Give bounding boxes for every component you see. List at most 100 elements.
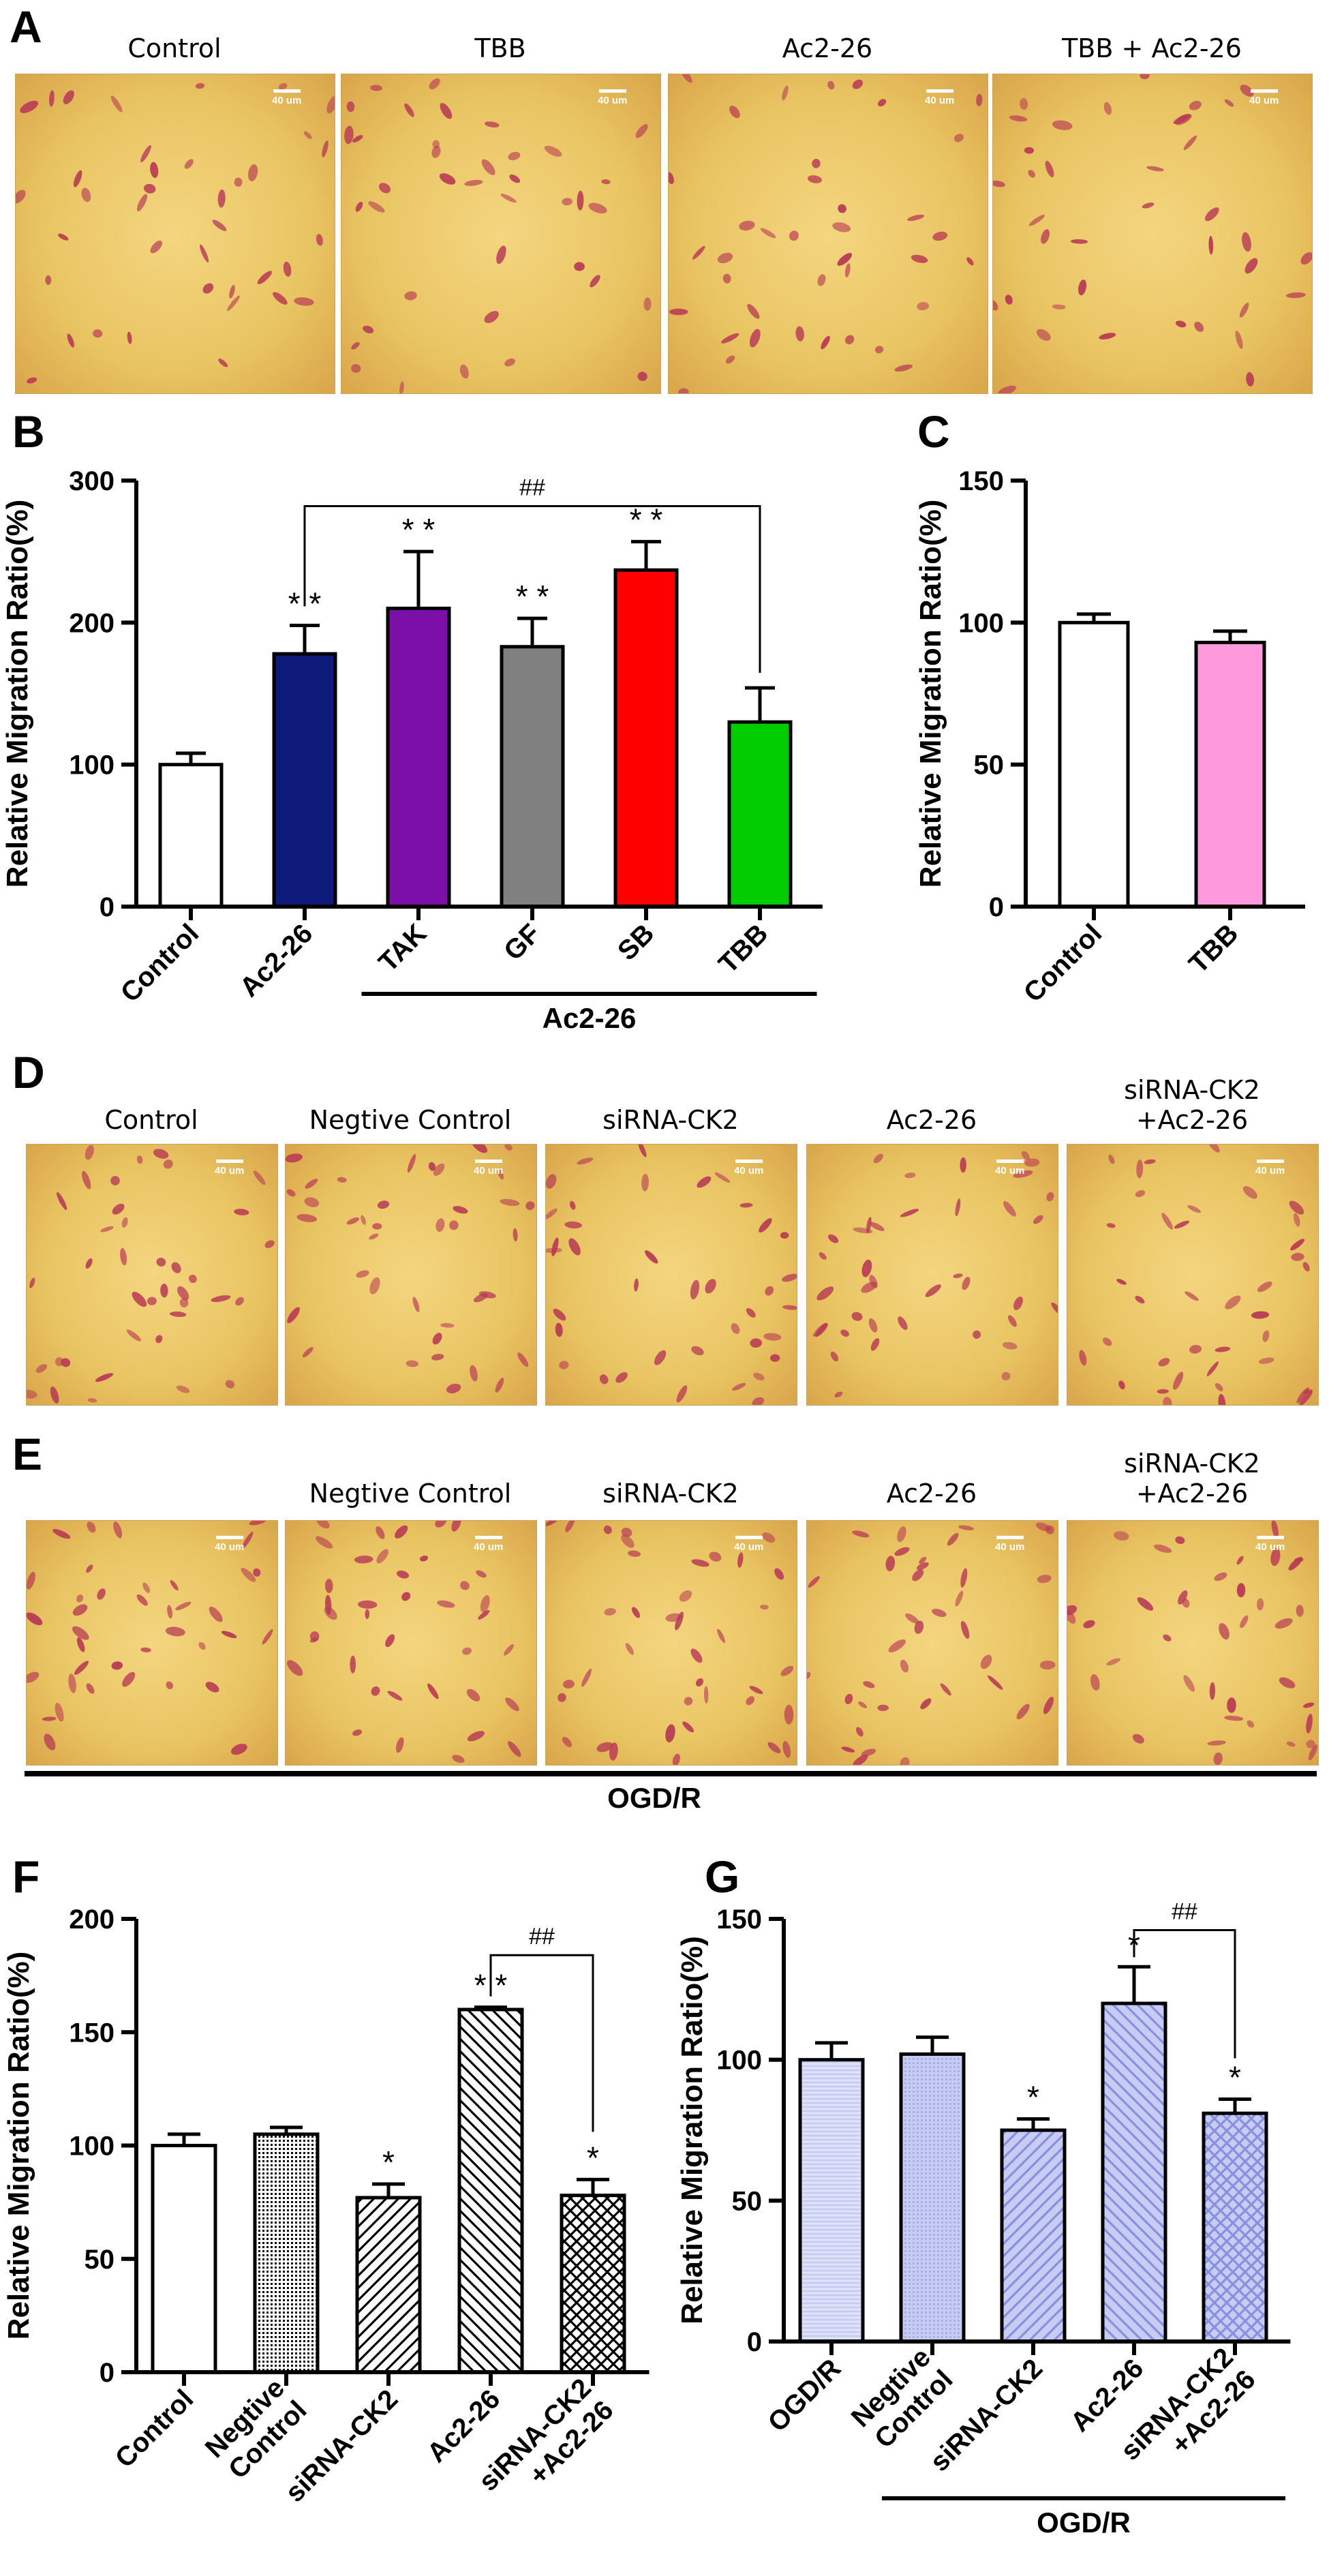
x-tick-label: GF — [498, 918, 546, 966]
significance-bracket — [1133, 1929, 1236, 2059]
scale-bar — [273, 89, 301, 93]
x-tick-label: Control — [115, 918, 205, 1008]
y-tick-label: 0 — [100, 2358, 114, 2388]
bar — [253, 2132, 320, 2374]
svg-text:Ac2-26: Ac2-26 — [234, 918, 318, 1003]
panel-d-micrograph: 40 um — [26, 1144, 278, 1406]
scale-bar — [475, 1160, 502, 1163]
panel-e-micrograph: 40 um — [1067, 1520, 1319, 1766]
panel-a-micrograph: 40 um — [341, 74, 661, 394]
significance-bracket — [303, 505, 761, 673]
scale-bar-label: 40 um — [215, 1541, 245, 1553]
bar — [899, 2052, 966, 2344]
y-tick-label: 200 — [69, 1905, 114, 1935]
y-tick-label: 150 — [69, 2018, 114, 2048]
y-tick-label: 100 — [958, 608, 1004, 638]
panel-label-a: A — [10, 1, 42, 52]
bar — [500, 645, 565, 909]
panel-label-g: G — [705, 1851, 740, 1902]
chart-b: 0 100 200 300 Relative Migration Ratio(%) Con… — [1, 466, 823, 1034]
y-tick-label: 150 — [958, 466, 1004, 496]
bar — [1000, 2128, 1067, 2344]
bar — [613, 568, 679, 909]
bar — [560, 2194, 626, 2374]
bar — [1194, 641, 1266, 909]
panel-a-image-title: Control — [127, 33, 222, 63]
y-tick-label: 0 — [747, 2327, 762, 2357]
scale-bar-label: 40 um — [1249, 95, 1279, 106]
panel-d-micrograph: 40 um — [1067, 1144, 1319, 1406]
scale-bar-label: 40 um — [925, 95, 955, 106]
bar — [386, 607, 451, 909]
scale-bar-label: 40 um — [995, 1541, 1025, 1553]
svg-text:TBB: TBB — [1183, 918, 1244, 979]
y-axis-label: Relative Migration Ratio(%) — [2, 1952, 35, 2340]
scale-bar-label: 40 um — [215, 1165, 245, 1177]
panel-a-micrograph: 40 um — [992, 74, 1313, 394]
scale-bar — [216, 1536, 243, 1539]
bar — [1058, 620, 1130, 909]
panel-d-micrograph: 40 um — [285, 1144, 537, 1406]
panel-e-image-title: Ac2-26 — [886, 1479, 977, 1509]
scale-bar — [216, 1160, 243, 1163]
scale-bar — [1257, 1536, 1284, 1539]
panel-d-image-title: siRNA-CK2 — [602, 1105, 739, 1135]
panel-label-d: D — [12, 1047, 45, 1097]
bracket-label: ## — [519, 475, 545, 501]
panel-e-image-title: Negtive Control — [309, 1479, 512, 1509]
x-tick-label: Control — [110, 2384, 200, 2474]
panel-a-image-title: TBB — [474, 33, 526, 63]
scale-bar-label: 40 um — [272, 95, 302, 106]
scale-bar — [996, 1160, 1024, 1163]
svg-text:SB: SB — [612, 918, 660, 966]
panel-e-micrograph: 40 um — [26, 1520, 278, 1766]
svg-text:Control: Control — [110, 2384, 200, 2474]
significance-label: * * — [516, 579, 549, 614]
scale-bar — [599, 89, 626, 93]
x-tick-label: TAK — [373, 918, 432, 978]
panel-label-c: C — [917, 406, 950, 457]
scale-bar — [926, 89, 953, 93]
svg-text:Control: Control — [1018, 918, 1108, 1008]
x-tick-label: Control — [1018, 918, 1108, 1008]
bar — [727, 720, 793, 909]
significance-label: * — [1027, 2079, 1039, 2115]
panel-a-image-title: TBB + Ac2-26 — [1062, 33, 1242, 63]
y-tick-label: 0 — [989, 892, 1004, 922]
y-tick-label: 0 — [100, 892, 114, 922]
scale-bar — [735, 1536, 763, 1539]
x-tick-label: SB — [612, 918, 660, 966]
bar — [272, 652, 337, 909]
chart-c: 0 50 100 150 Relative Migration Ratio(%) Cont… — [914, 466, 1305, 1008]
svg-text:TAK: TAK — [373, 918, 432, 978]
y-tick-label: 100 — [69, 2132, 114, 2162]
scale-bar — [1251, 89, 1278, 93]
panel-e-micrograph: 40 um — [545, 1520, 797, 1766]
y-tick-label: 200 — [69, 608, 114, 638]
bracket-label: ## — [1172, 1899, 1197, 1925]
y-tick-label: 150 — [716, 1905, 762, 1935]
significance-label: * — [382, 2145, 395, 2180]
group-label: OGD/R — [1037, 2506, 1131, 2539]
panel-d-image-title: siRNA-CK2 +Ac2-26 — [1124, 1075, 1260, 1135]
significance-label: * — [587, 2140, 599, 2175]
panel-e-micrograph: 40 um — [806, 1520, 1058, 1766]
panel-d-image-title: Control — [104, 1105, 198, 1135]
scale-bar-label: 40 um — [734, 1165, 764, 1177]
svg-text:Control: Control — [115, 918, 205, 1008]
x-tick-label: OGD/R — [763, 2353, 847, 2438]
panel-d-image-title: Ac2-26 — [886, 1105, 977, 1135]
y-tick-label: 50 — [974, 751, 1005, 781]
bar — [151, 2144, 217, 2374]
scale-bar-label: 40 um — [1255, 1165, 1285, 1177]
panel-a-micrograph: 40 um — [15, 74, 335, 394]
scale-bar-label: 40 um — [474, 1541, 504, 1553]
svg-text:OGD/R: OGD/R — [763, 2353, 847, 2438]
scale-bar — [475, 1536, 502, 1539]
significance-bracket — [489, 1954, 594, 2132]
y-tick-label: 50 — [85, 2245, 115, 2275]
x-tick-label: Ac2-26 — [234, 918, 318, 1003]
panel-e-image-title: siRNA-CK2 +Ac2-26 — [1124, 1449, 1260, 1509]
